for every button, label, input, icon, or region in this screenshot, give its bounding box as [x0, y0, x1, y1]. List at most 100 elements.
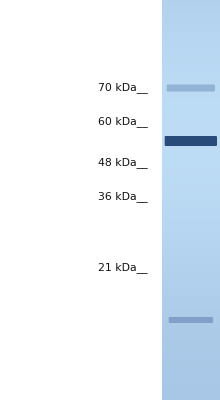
Text: 70 kDa__: 70 kDa__ — [98, 82, 148, 94]
Bar — [162, 168, 220, 170]
Bar — [162, 394, 220, 396]
Bar — [162, 98, 220, 100]
Bar — [162, 284, 220, 286]
Bar — [162, 232, 220, 234]
Bar — [162, 382, 220, 384]
Bar — [162, 302, 220, 304]
Bar — [162, 368, 220, 370]
Bar — [162, 148, 220, 150]
Bar — [162, 386, 220, 388]
Bar — [162, 322, 220, 324]
Bar — [162, 16, 220, 18]
Bar — [162, 52, 220, 54]
Bar — [162, 24, 220, 26]
Bar — [162, 332, 220, 334]
Text: 21 kDa__: 21 kDa__ — [98, 262, 148, 274]
Bar — [162, 184, 220, 186]
Bar — [162, 366, 220, 368]
Bar — [162, 288, 220, 290]
Bar — [162, 36, 220, 38]
Bar — [162, 84, 220, 86]
Bar — [162, 80, 220, 82]
Bar — [162, 134, 220, 136]
Bar — [162, 316, 220, 318]
Bar — [162, 32, 220, 34]
Bar — [162, 44, 220, 46]
Bar — [162, 150, 220, 152]
Text: 60 kDa__: 60 kDa__ — [98, 116, 148, 128]
Bar — [162, 138, 220, 140]
Bar — [162, 290, 220, 292]
Bar — [162, 114, 220, 116]
Bar — [162, 286, 220, 288]
Bar — [162, 250, 220, 252]
Bar — [162, 4, 220, 6]
Bar — [162, 94, 220, 96]
Bar — [162, 200, 220, 202]
Bar — [162, 298, 220, 300]
Bar — [162, 198, 220, 200]
Bar — [162, 336, 220, 338]
Bar — [162, 248, 220, 250]
Bar — [162, 222, 220, 224]
Bar — [162, 342, 220, 344]
Bar — [162, 158, 220, 160]
Bar — [162, 242, 220, 244]
Bar — [162, 390, 220, 392]
Bar — [162, 218, 220, 220]
Bar — [162, 66, 220, 68]
Bar — [162, 166, 220, 168]
Bar — [162, 0, 220, 2]
Bar — [162, 112, 220, 114]
Bar — [162, 364, 220, 366]
Bar — [162, 306, 220, 308]
Bar — [162, 132, 220, 134]
Bar — [162, 170, 220, 172]
Bar — [162, 126, 220, 128]
Bar — [162, 212, 220, 214]
Bar — [162, 190, 220, 192]
Bar — [162, 130, 220, 132]
Bar — [162, 70, 220, 72]
Bar — [162, 72, 220, 74]
Bar — [162, 396, 220, 398]
Bar — [162, 96, 220, 98]
Bar — [162, 42, 220, 44]
Bar — [162, 272, 220, 274]
Bar — [162, 194, 220, 196]
Bar — [162, 244, 220, 246]
Bar — [162, 260, 220, 262]
Bar — [162, 346, 220, 348]
Bar — [162, 146, 220, 148]
Bar — [162, 356, 220, 358]
Bar — [162, 90, 220, 92]
Bar — [162, 100, 220, 102]
Bar — [162, 280, 220, 282]
Bar — [162, 78, 220, 80]
FancyBboxPatch shape — [169, 317, 213, 323]
Bar — [162, 116, 220, 118]
Bar — [162, 22, 220, 24]
Bar — [162, 204, 220, 206]
Bar — [162, 240, 220, 242]
Bar — [162, 270, 220, 272]
Bar — [162, 196, 220, 198]
Bar — [162, 10, 220, 12]
FancyBboxPatch shape — [167, 84, 215, 92]
Bar — [162, 202, 220, 204]
Bar — [162, 40, 220, 42]
Text: 36 kDa__: 36 kDa__ — [98, 192, 148, 202]
Bar — [162, 238, 220, 240]
Bar — [162, 76, 220, 78]
Bar — [162, 246, 220, 248]
Bar — [162, 154, 220, 156]
Bar — [162, 334, 220, 336]
Bar — [162, 176, 220, 178]
Bar — [162, 340, 220, 342]
Bar — [162, 82, 220, 84]
Bar — [162, 106, 220, 108]
Bar — [162, 228, 220, 230]
Bar — [162, 34, 220, 36]
Bar — [162, 330, 220, 332]
Bar — [162, 102, 220, 104]
